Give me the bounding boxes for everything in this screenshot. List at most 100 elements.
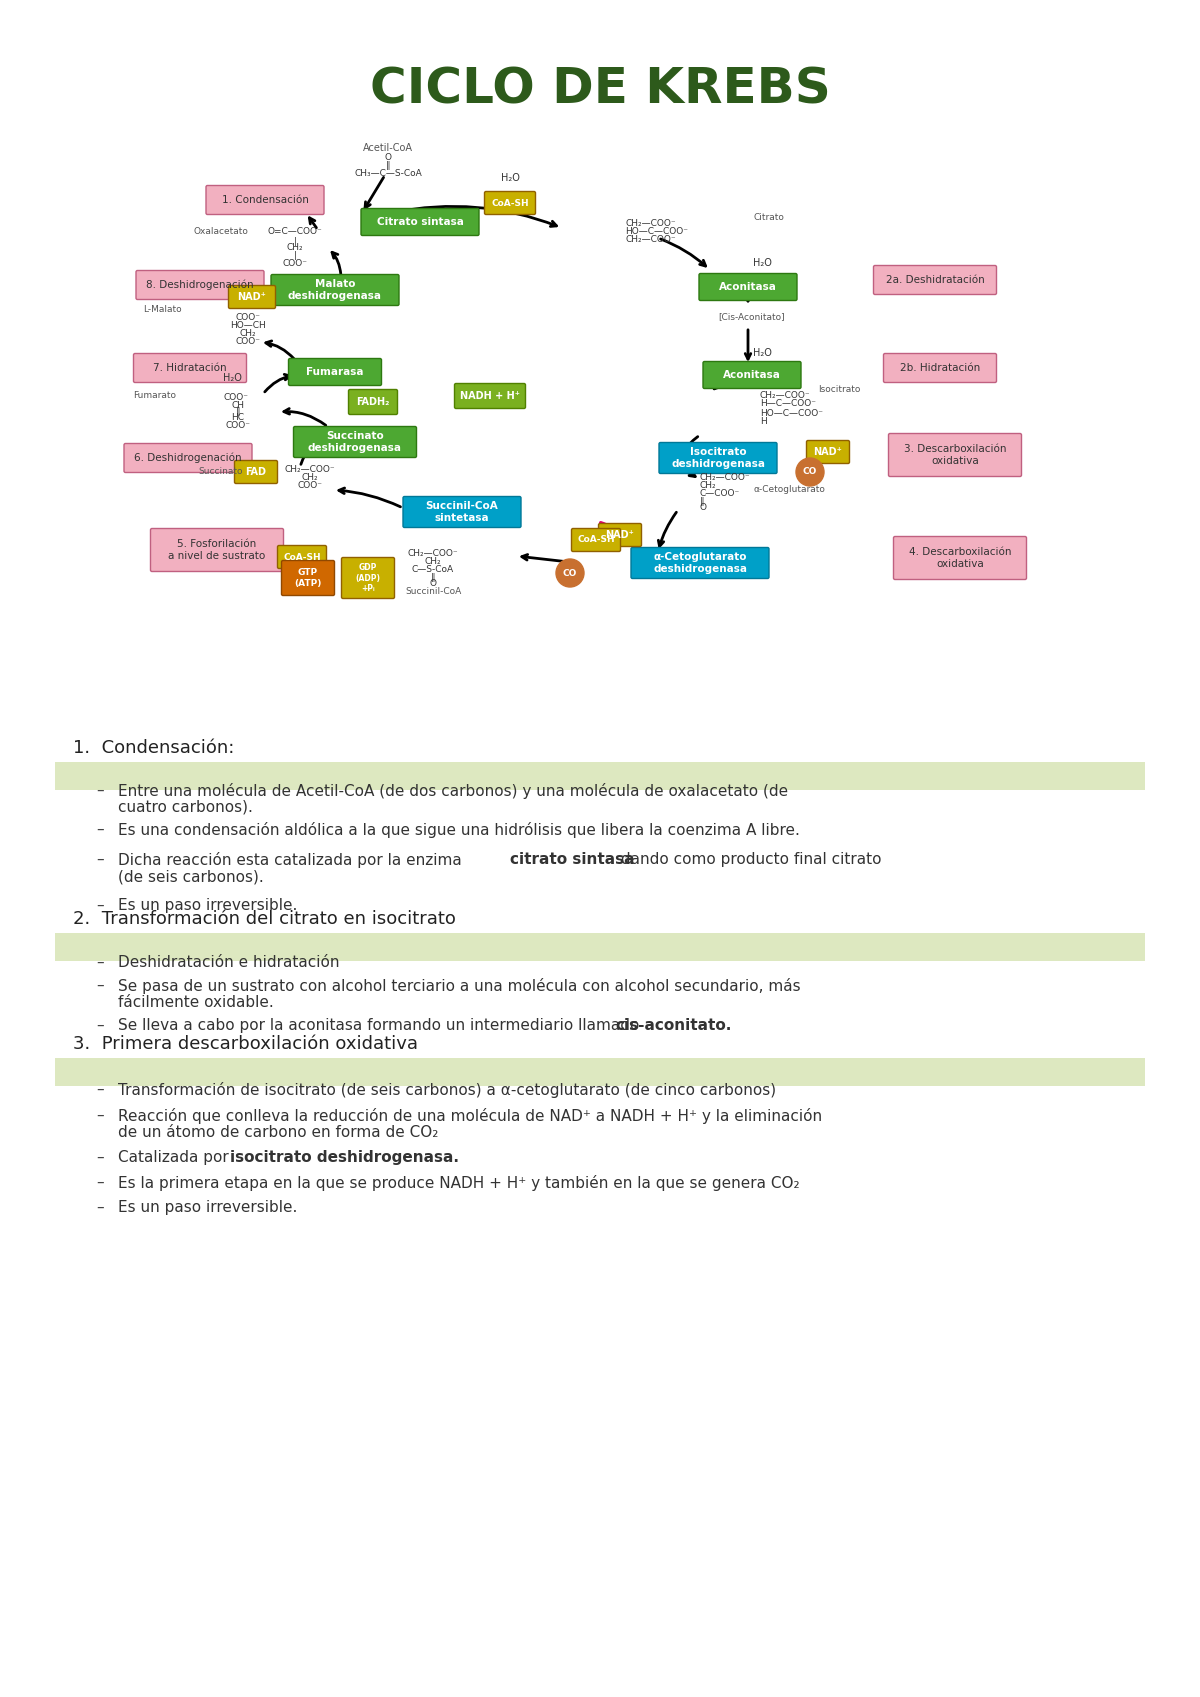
Text: Entre una molécula de Acetil-CoA (de dos carbonos) y una molécula de oxalacetato: Entre una molécula de Acetil-CoA (de dos…	[118, 782, 788, 799]
FancyBboxPatch shape	[485, 192, 535, 214]
Text: COO⁻: COO⁻	[235, 338, 260, 346]
Text: Citrato: Citrato	[754, 214, 784, 222]
Text: Aconitasa: Aconitasa	[724, 370, 781, 380]
FancyBboxPatch shape	[631, 548, 769, 579]
Text: 5. Fosforilación
a nivel de sustrato: 5. Fosforilación a nivel de sustrato	[168, 540, 265, 560]
Text: fácilmente oxidable.: fácilmente oxidable.	[118, 994, 274, 1010]
Text: Succinato: Succinato	[198, 467, 242, 477]
Text: CH₃—C—S-CoA: CH₃—C—S-CoA	[354, 168, 422, 178]
Circle shape	[556, 558, 584, 587]
Text: CH₂: CH₂	[287, 243, 304, 253]
Text: 1. Condensación: 1. Condensación	[222, 195, 308, 205]
Text: COO⁻: COO⁻	[298, 482, 323, 490]
Text: –: –	[96, 1200, 104, 1215]
Text: HO—CH: HO—CH	[230, 321, 266, 331]
Text: Deshidratación e hidratación: Deshidratación e hidratación	[118, 955, 340, 971]
Text: HO—C—COO⁻: HO—C—COO⁻	[625, 226, 688, 236]
Text: –: –	[96, 821, 104, 837]
Text: –: –	[96, 1018, 104, 1033]
Text: –: –	[96, 1108, 104, 1123]
Text: 1.  Condensación:: 1. Condensación:	[73, 738, 234, 757]
Text: –: –	[96, 1174, 104, 1190]
Circle shape	[796, 458, 824, 485]
FancyBboxPatch shape	[348, 390, 397, 414]
Text: NAD⁺: NAD⁺	[238, 292, 266, 302]
Text: H₂O: H₂O	[222, 373, 241, 384]
Text: isocitrato deshidrogenasa.: isocitrato deshidrogenasa.	[230, 1151, 458, 1166]
Text: COO⁻: COO⁻	[282, 258, 307, 268]
Text: 3.  Primera descarboxilación oxidativa: 3. Primera descarboxilación oxidativa	[73, 1035, 418, 1054]
Text: CH₂: CH₂	[301, 473, 318, 482]
FancyBboxPatch shape	[361, 209, 479, 236]
Text: –: –	[96, 1083, 104, 1096]
Text: Catalizada por: Catalizada por	[118, 1151, 234, 1166]
Text: ‖: ‖	[700, 497, 704, 506]
Text: 6. Deshidrogenación: 6. Deshidrogenación	[134, 453, 242, 463]
Text: GTP
(ATP): GTP (ATP)	[294, 568, 322, 587]
FancyBboxPatch shape	[455, 384, 526, 409]
FancyBboxPatch shape	[806, 441, 850, 463]
FancyBboxPatch shape	[874, 265, 996, 295]
FancyBboxPatch shape	[133, 353, 246, 382]
FancyBboxPatch shape	[124, 443, 252, 472]
FancyBboxPatch shape	[659, 443, 778, 473]
Text: Transformación de isocitrato (de seis carbonos) a α-cetoglutarato (de cinco carb: Transformación de isocitrato (de seis ca…	[118, 1083, 776, 1098]
Text: –: –	[96, 1151, 104, 1166]
Text: H—C—COO⁻: H—C—COO⁻	[760, 399, 816, 409]
FancyBboxPatch shape	[599, 523, 642, 546]
Text: Succinil-CoA: Succinil-CoA	[404, 587, 461, 597]
Text: CH₂: CH₂	[700, 482, 716, 490]
FancyBboxPatch shape	[883, 353, 996, 382]
Text: Isocitrato
deshidrogenasa: Isocitrato deshidrogenasa	[671, 448, 766, 468]
FancyBboxPatch shape	[342, 558, 395, 599]
Text: 2b. Hidratación: 2b. Hidratación	[900, 363, 980, 373]
Text: C—S-CoA: C—S-CoA	[412, 565, 454, 574]
Text: |: |	[294, 251, 296, 261]
Text: Malato
deshidrogenasa: Malato deshidrogenasa	[288, 280, 382, 300]
Text: Es un paso irreversible.: Es un paso irreversible.	[118, 898, 298, 913]
Text: O=C—COO⁻: O=C—COO⁻	[268, 227, 323, 236]
Text: Acetil-CoA: Acetil-CoA	[364, 143, 413, 153]
Text: CH₂—COO⁻: CH₂—COO⁻	[760, 392, 811, 400]
Text: Citrato sintasa: Citrato sintasa	[377, 217, 463, 227]
Text: O: O	[384, 153, 391, 163]
Text: H₂O: H₂O	[752, 258, 772, 268]
Text: CH₂—COO⁻: CH₂—COO⁻	[625, 234, 676, 243]
Text: Succinil-CoA
sintetasa: Succinil-CoA sintetasa	[426, 501, 498, 523]
Text: CH₂—COO⁻: CH₂—COO⁻	[625, 219, 676, 227]
Text: α-Cetoglutarato
deshidrogenasa: α-Cetoglutarato deshidrogenasa	[653, 552, 746, 574]
Text: COO⁻: COO⁻	[235, 314, 260, 322]
Text: Dicha reacción esta catalizada por la enzima: Dicha reacción esta catalizada por la en…	[118, 852, 467, 867]
Text: dando como producto final citrato: dando como producto final citrato	[616, 852, 882, 867]
Text: citrato sintasa: citrato sintasa	[510, 852, 635, 867]
Text: –: –	[96, 977, 104, 993]
Text: –: –	[96, 898, 104, 913]
FancyBboxPatch shape	[277, 545, 326, 568]
Text: CO: CO	[563, 568, 577, 577]
FancyBboxPatch shape	[55, 1057, 1145, 1086]
Text: CH: CH	[232, 402, 245, 411]
Text: L-Malato: L-Malato	[143, 305, 181, 314]
FancyBboxPatch shape	[55, 933, 1145, 961]
FancyBboxPatch shape	[228, 285, 276, 309]
Text: FAD: FAD	[246, 467, 266, 477]
Text: –: –	[96, 852, 104, 867]
Text: 4. Descarboxilación
oxidativa: 4. Descarboxilación oxidativa	[908, 546, 1012, 568]
FancyBboxPatch shape	[698, 273, 797, 300]
Text: CH₂—COO⁻: CH₂—COO⁻	[284, 465, 335, 475]
Text: O: O	[430, 579, 437, 589]
Text: Oxalacetato: Oxalacetato	[193, 227, 248, 236]
FancyBboxPatch shape	[55, 762, 1145, 791]
FancyBboxPatch shape	[136, 270, 264, 299]
FancyBboxPatch shape	[288, 358, 382, 385]
Text: Fumarato: Fumarato	[133, 392, 176, 400]
Text: (de seis carbonos).: (de seis carbonos).	[118, 869, 264, 884]
Text: Succinato
deshidrogenasa: Succinato deshidrogenasa	[308, 431, 402, 453]
Text: HO—C—COO⁻: HO—C—COO⁻	[760, 409, 823, 417]
Text: CH₂: CH₂	[425, 557, 442, 565]
FancyBboxPatch shape	[894, 536, 1026, 579]
Text: |: |	[294, 236, 296, 246]
Text: cis-aconitato.: cis-aconitato.	[616, 1018, 731, 1033]
Text: ‖: ‖	[235, 407, 240, 416]
Text: Es la primera etapa en la que se produce NADH + H⁺ y también en la que se genera: Es la primera etapa en la que se produce…	[118, 1174, 799, 1191]
